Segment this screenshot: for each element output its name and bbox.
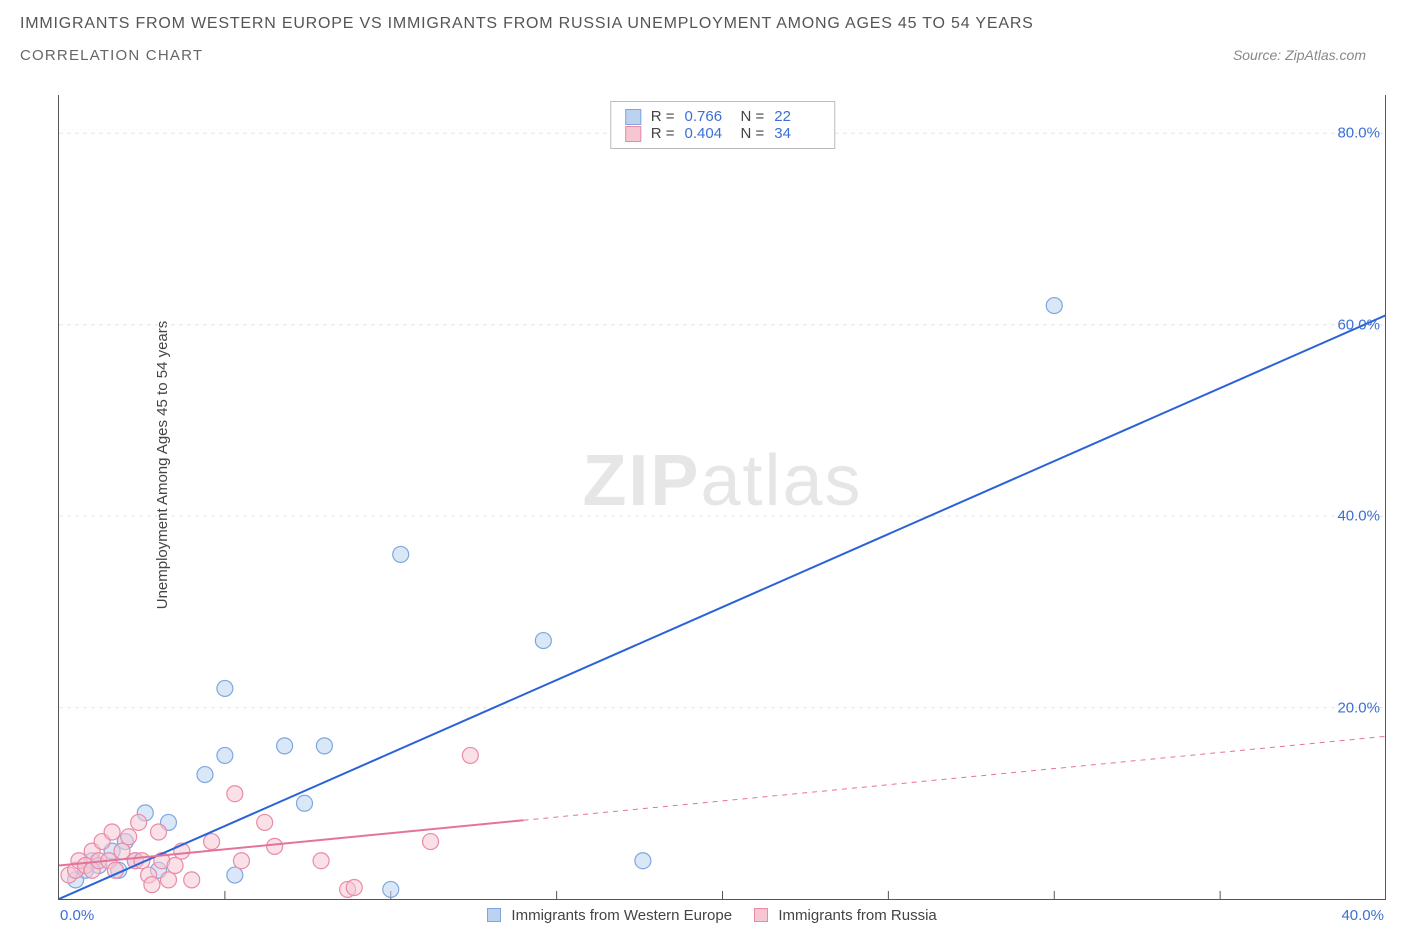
- legend-label: Immigrants from Russia: [778, 907, 936, 924]
- legend-swatch-blue: [487, 908, 501, 922]
- y-tick-label: 40.0%: [1337, 508, 1380, 525]
- legend-r-value: 0.766: [685, 108, 731, 125]
- y-tick-label: 60.0%: [1337, 316, 1380, 333]
- chart-header: IMMIGRANTS FROM WESTERN EUROPE VS IMMIGR…: [0, 0, 1406, 64]
- y-tick-label: 20.0%: [1337, 699, 1380, 716]
- legend-label: Immigrants from Western Europe: [511, 907, 732, 924]
- legend-r-value: 0.404: [685, 125, 731, 142]
- legend-row: R = 0.766 N = 22: [625, 108, 821, 125]
- plot-area: ZIPatlas R = 0.766 N = 22 R = 0.404 N = …: [58, 95, 1386, 900]
- legend-n-value: 22: [774, 108, 820, 125]
- legend-r-label: R =: [651, 108, 675, 125]
- y-tick-label: 80.0%: [1337, 125, 1380, 142]
- legend-n-label: N =: [741, 125, 765, 142]
- legend-swatch-pink: [625, 126, 641, 142]
- legend-n-label: N =: [741, 108, 765, 125]
- legend-n-value: 34: [774, 125, 820, 142]
- legend-row: R = 0.404 N = 34: [625, 125, 821, 142]
- legend-r-label: R =: [651, 125, 675, 142]
- chart-source: Source: ZipAtlas.com: [1233, 47, 1386, 63]
- bottom-legend: Immigrants from Western Europe Immigrant…: [0, 907, 1406, 924]
- legend-swatch-blue: [625, 109, 641, 125]
- scatter-plot: [59, 95, 1386, 899]
- chart-title: IMMIGRANTS FROM WESTERN EUROPE VS IMMIGR…: [20, 14, 1386, 35]
- stats-legend: R = 0.766 N = 22 R = 0.404 N = 34: [610, 101, 836, 149]
- legend-swatch-pink: [754, 908, 768, 922]
- chart-subtitle: CORRELATION CHART: [20, 47, 203, 64]
